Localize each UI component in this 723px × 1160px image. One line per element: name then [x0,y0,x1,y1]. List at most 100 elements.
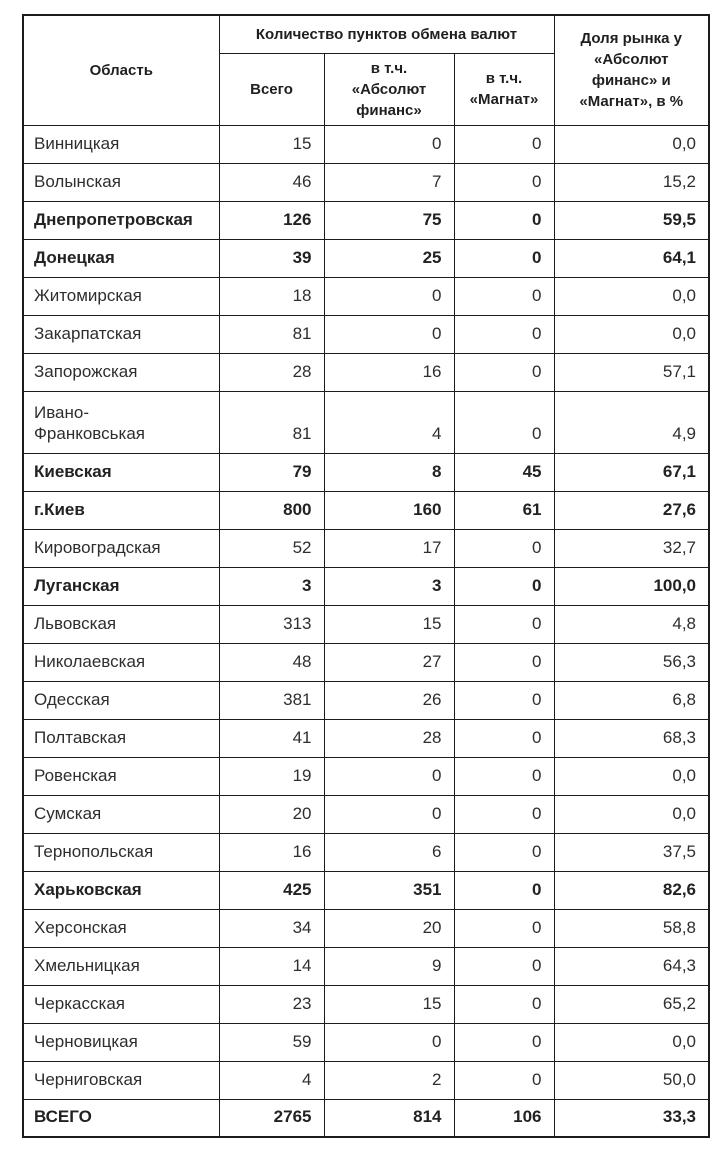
cell-share: 100,0 [553,566,710,606]
cell-region: Винницкая [22,124,220,164]
table-row: Харьковская 425 351 0 82,6 [22,870,710,910]
cell-share: 65,2 [553,984,710,1024]
cell-magnat: 45 [453,452,555,492]
cell-magnat: 0 [453,718,555,758]
column-header-region: Область [22,14,220,126]
column-header-share: Доля рынка у «Абсолют финанс» и «Магнат»… [553,14,710,126]
table-body: Винницкая 15 0 0 0,0 Волынская 46 7 0 15,2 Днепроп… [22,124,710,1138]
cell-magnat: 0 [453,566,555,606]
cell-absolut: 4 [323,390,455,454]
cell-total: 59 [218,1022,325,1062]
cell-share: 57,1 [553,352,710,392]
cell-magnat: 0 [453,756,555,796]
cell-total: 46 [218,162,325,202]
cell-absolut: 6 [323,832,455,872]
cell-share: 15,2 [553,162,710,202]
cell-total: 34 [218,908,325,948]
cell-total: 79 [218,452,325,492]
cell-region: Волынская [22,162,220,202]
cell-magnat: 0 [453,352,555,392]
cell-share: 64,3 [553,946,710,986]
cell-share: 32,7 [553,528,710,568]
cell-absolut: 160 [323,490,455,530]
cell-region: Киевская [22,452,220,492]
cell-share: 4,8 [553,604,710,644]
cell-magnat: 0 [453,794,555,834]
cell-share: 58,8 [553,908,710,948]
cell-share: 64,1 [553,238,710,278]
cell-total: 48 [218,642,325,682]
cell-region: Тернопольская [22,832,220,872]
cell-total: 81 [218,314,325,354]
cell-share: 0,0 [553,314,710,354]
table-row: Волынская 46 7 0 15,2 [22,162,710,202]
cell-magnat: 0 [453,314,555,354]
cell-absolut: 28 [323,718,455,758]
cell-share: 4,9 [553,390,710,454]
table-row: Луганская 3 3 0 100,0 [22,566,710,606]
table-row: Ровенская 19 0 0 0,0 [22,756,710,796]
cell-magnat: 0 [453,276,555,316]
table-header: Область Количество пунктов обмена валют … [22,14,710,126]
cell-share: 67,1 [553,452,710,492]
table-row: Черкасская 23 15 0 65,2 [22,984,710,1024]
table-row: Житомирская 18 0 0 0,0 [22,276,710,316]
cell-region: Сумская [22,794,220,834]
column-header-total: Всего [218,52,325,126]
cell-share: 27,6 [553,490,710,530]
cell-absolut: 27 [323,642,455,682]
cell-absolut: 7 [323,162,455,202]
cell-region: Николаевская [22,642,220,682]
cell-magnat: 0 [453,680,555,720]
cell-total: 52 [218,528,325,568]
cell-total: 39 [218,238,325,278]
cell-magnat: 0 [453,528,555,568]
cell-region: Житомирская [22,276,220,316]
cell-region: Запорожская [22,352,220,392]
cell-total: 15 [218,124,325,164]
header-row-sub: Всего в т.ч. «Абсолют финанс» в т.ч. «Ма… [23,52,709,126]
cell-absolut: 26 [323,680,455,720]
cell-magnat: 0 [453,946,555,986]
cell-absolut: 75 [323,200,455,240]
cell-share: 0,0 [553,756,710,796]
table-row: Черниговская 4 2 0 50,0 [22,1060,710,1100]
cell-region: Полтавская [22,718,220,758]
exchange-points-table: Область Количество пунктов обмена валют … [22,14,711,1138]
cell-total: 14 [218,946,325,986]
cell-total: 18 [218,276,325,316]
cell-total: 23 [218,984,325,1024]
cell-absolut: 8 [323,452,455,492]
cell-share: 6,8 [553,680,710,720]
cell-absolut: 0 [323,124,455,164]
cell-total: 41 [218,718,325,758]
cell-total: 126 [218,200,325,240]
cell-absolut: 814 [323,1098,455,1138]
table-row: Львовская 313 15 0 4,8 [22,604,710,644]
cell-magnat: 0 [453,832,555,872]
cell-absolut: 0 [323,314,455,354]
cell-region: Днепропетровская [22,200,220,240]
table-row: Днепропетровская 126 75 0 59,5 [22,200,710,240]
cell-region: Ивано- Франковськая [22,390,220,454]
cell-total: 313 [218,604,325,644]
column-header-group: Количество пунктов обмена валют [218,14,555,54]
cell-total: 20 [218,794,325,834]
cell-region: Луганская [22,566,220,606]
cell-share: 82,6 [553,870,710,910]
cell-magnat: 0 [453,162,555,202]
cell-region: Львовская [22,604,220,644]
cell-share: 56,3 [553,642,710,682]
table-row: Полтавская 41 28 0 68,3 [22,718,710,758]
table-row: Хмельницкая 14 9 0 64,3 [22,946,710,986]
cell-region: Донецкая [22,238,220,278]
cell-share: 0,0 [553,794,710,834]
cell-absolut: 20 [323,908,455,948]
cell-region: Черновицкая [22,1022,220,1062]
cell-magnat: 106 [453,1098,555,1138]
cell-magnat: 0 [453,238,555,278]
cell-share: 0,0 [553,276,710,316]
cell-absolut: 25 [323,238,455,278]
column-header-magnat: в т.ч. «Магнат» [453,52,555,126]
cell-region: Харьковская [22,870,220,910]
